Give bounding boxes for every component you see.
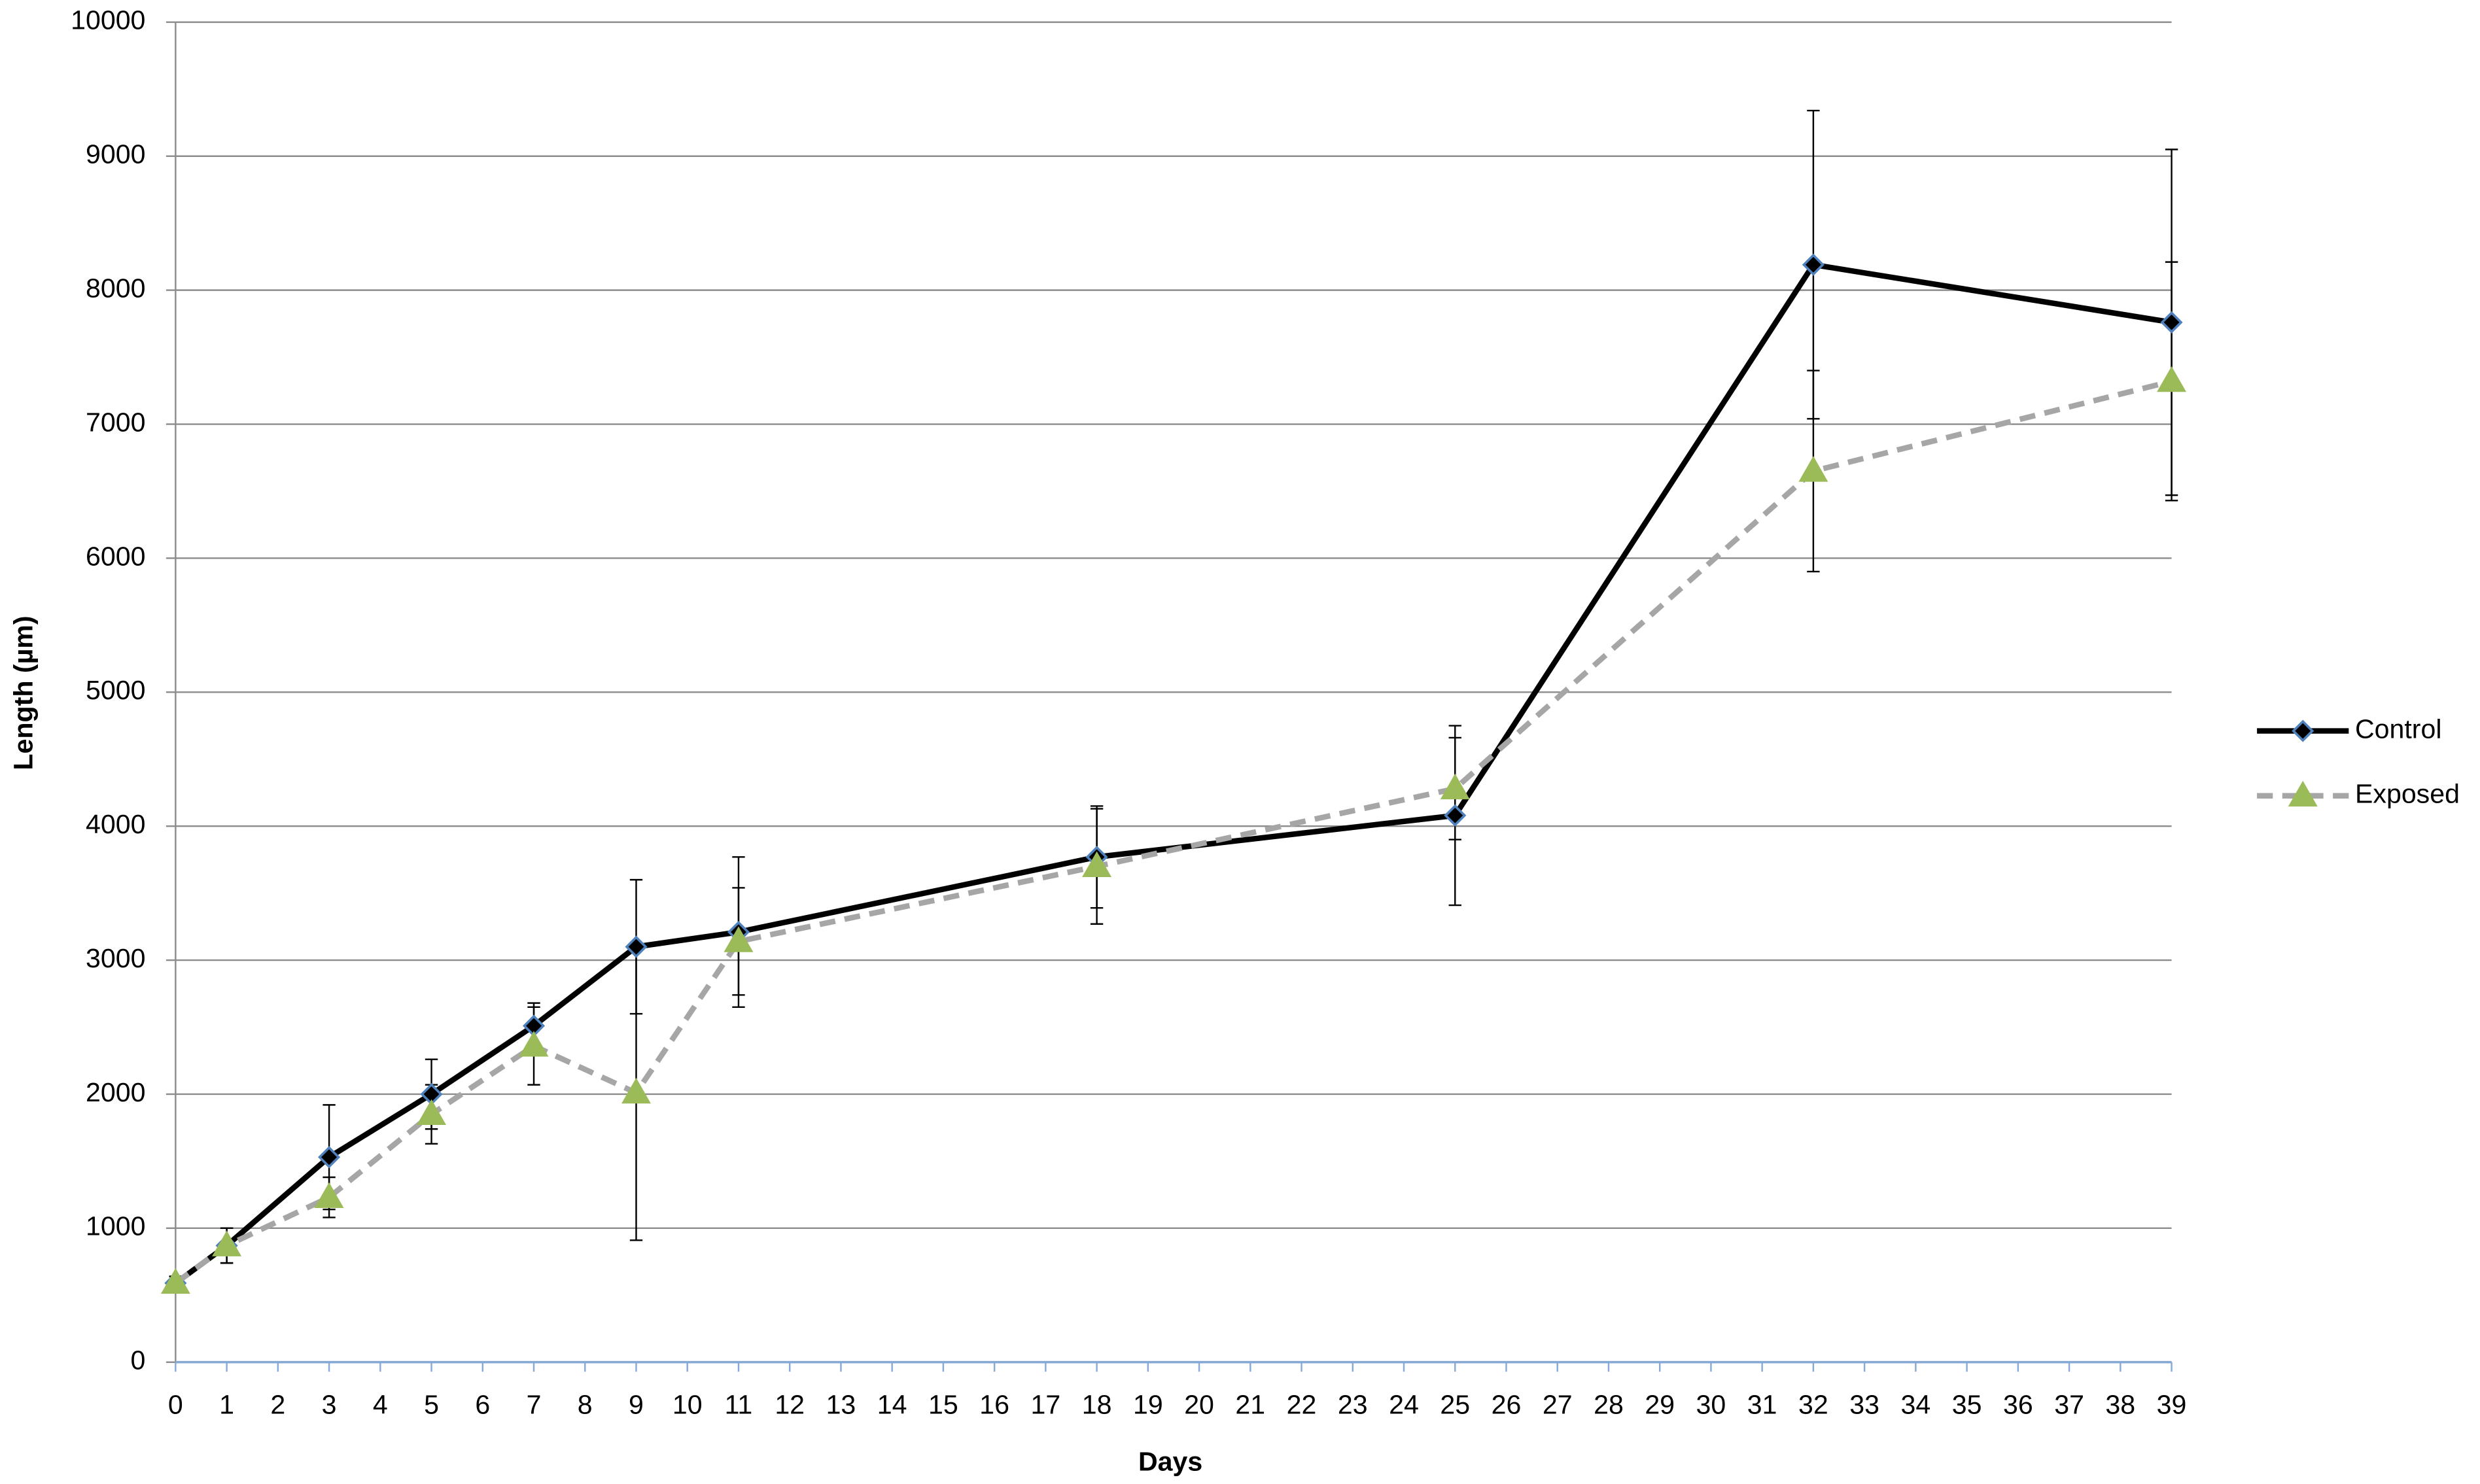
x-axis-label: Days <box>1138 1446 1202 1476</box>
x-tick-label: 16 <box>979 1389 1009 1419</box>
data-point <box>2157 366 2187 392</box>
x-tick-label: 34 <box>1901 1389 1931 1419</box>
legend-marker <box>2292 719 2314 742</box>
x-tick-label: 7 <box>527 1389 542 1419</box>
x-tick-label: 10 <box>672 1389 703 1419</box>
x-tick-label: 15 <box>928 1389 958 1419</box>
data-point <box>1444 804 1467 827</box>
x-tick-label: 17 <box>1031 1389 1061 1419</box>
legend-label: Exposed <box>2355 779 2460 809</box>
data-point <box>212 1230 242 1256</box>
x-tick-label: 12 <box>775 1389 805 1419</box>
x-tick-label: 19 <box>1133 1389 1163 1419</box>
x-tick-label: 27 <box>1543 1389 1573 1419</box>
y-axis-label: Length (µm) <box>9 615 39 770</box>
y-tick-label: 4000 <box>86 809 145 839</box>
x-tick-label: 5 <box>424 1389 439 1419</box>
x-tick-label: 4 <box>373 1389 388 1419</box>
data-point <box>1802 253 1825 276</box>
data-point <box>724 926 754 952</box>
legend-marker <box>2288 780 2318 807</box>
data-point <box>318 1146 341 1169</box>
data-point <box>1798 456 1828 482</box>
x-tick-label: 11 <box>725 1389 753 1419</box>
x-tick-label: 39 <box>2157 1389 2187 1419</box>
x-tick-label: 33 <box>1849 1389 1879 1419</box>
x-tick-label: 0 <box>168 1389 183 1419</box>
x-tick-label: 23 <box>1338 1389 1368 1419</box>
x-tick-label: 1 <box>219 1389 234 1419</box>
x-tick-label: 18 <box>1082 1389 1112 1419</box>
data-point <box>625 935 648 958</box>
x-tick-label: 30 <box>1696 1389 1726 1419</box>
x-tick-label: 3 <box>322 1389 337 1419</box>
x-tick-label: 38 <box>2105 1389 2135 1419</box>
data-point <box>2160 311 2183 334</box>
x-tick-label: 29 <box>1645 1389 1675 1419</box>
x-tick-label: 31 <box>1747 1389 1777 1419</box>
x-tick-label: 2 <box>270 1389 285 1419</box>
data-point <box>519 1031 549 1057</box>
y-tick-label: 7000 <box>86 407 145 437</box>
data-point <box>314 1182 344 1209</box>
x-tick-label: 20 <box>1184 1389 1214 1419</box>
y-tick-label: 9000 <box>86 139 145 169</box>
series-line <box>173 378 2173 1286</box>
x-tick-label: 14 <box>877 1389 907 1419</box>
x-tick-label: 26 <box>1492 1389 1522 1419</box>
x-tick-label: 9 <box>629 1389 644 1419</box>
x-tick-label: 35 <box>1952 1389 1982 1419</box>
x-tick-label: 13 <box>826 1389 856 1419</box>
y-tick-label: 10000 <box>71 5 145 35</box>
x-tick-label: 32 <box>1798 1389 1828 1419</box>
series-line <box>173 262 2173 1286</box>
x-tick-label: 21 <box>1235 1389 1265 1419</box>
x-tick-label: 8 <box>578 1389 593 1419</box>
y-tick-label: 5000 <box>86 675 145 705</box>
data-point <box>160 1268 190 1294</box>
x-tick-label: 22 <box>1287 1389 1317 1419</box>
y-tick-label: 8000 <box>86 273 145 303</box>
x-tick-label: 24 <box>1389 1389 1419 1419</box>
legend-label: Control <box>2355 714 2441 744</box>
x-tick-label: 36 <box>2003 1389 2033 1419</box>
data-point <box>417 1099 447 1126</box>
data-point <box>1082 851 1112 877</box>
x-tick-label: 37 <box>2054 1389 2084 1419</box>
x-tick-label: 28 <box>1594 1389 1624 1419</box>
data-point <box>621 1077 651 1104</box>
data-point <box>1440 773 1470 800</box>
y-tick-label: 0 <box>131 1345 146 1375</box>
x-tick-label: 25 <box>1440 1389 1470 1419</box>
y-tick-label: 3000 <box>86 943 145 973</box>
y-tick-label: 6000 <box>86 541 145 571</box>
y-tick-label: 1000 <box>86 1211 145 1241</box>
x-tick-label: 6 <box>475 1389 490 1419</box>
y-tick-label: 2000 <box>86 1077 145 1107</box>
